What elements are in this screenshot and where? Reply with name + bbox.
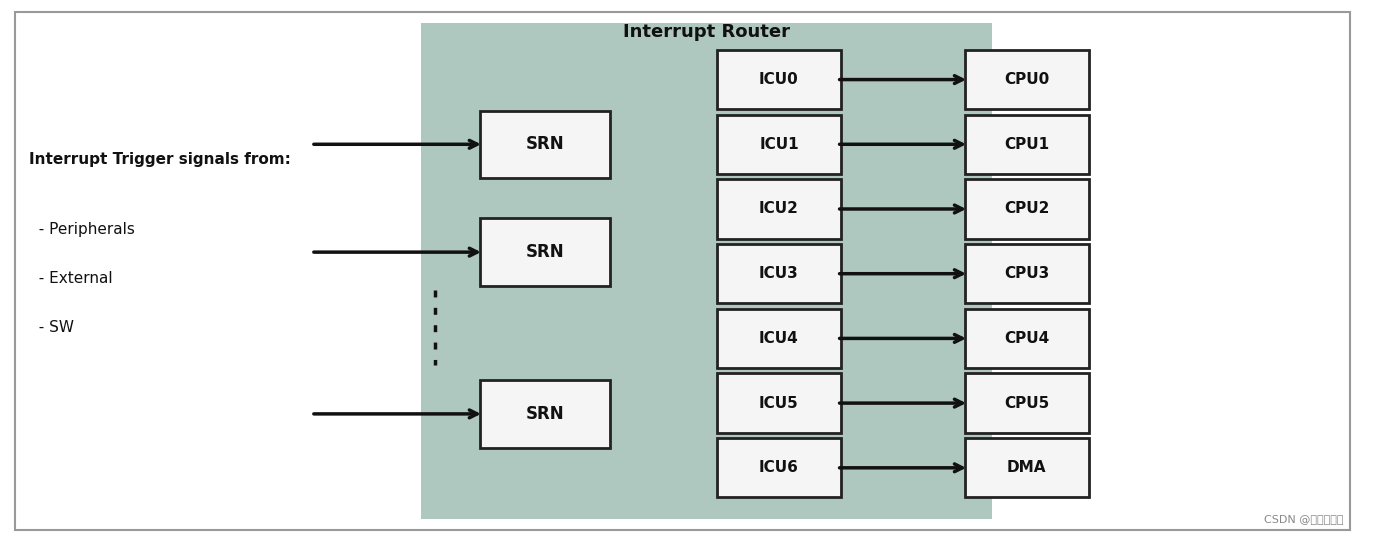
Text: - External: - External [29,271,113,286]
FancyBboxPatch shape [965,438,1088,498]
Text: - SW: - SW [29,320,74,334]
Text: ICU1: ICU1 [760,137,798,152]
FancyBboxPatch shape [965,373,1088,433]
Text: Interrupt Trigger signals from:: Interrupt Trigger signals from: [29,152,291,167]
Text: SRN: SRN [525,243,564,261]
Text: ICU4: ICU4 [758,331,798,346]
FancyBboxPatch shape [480,111,611,178]
FancyBboxPatch shape [965,114,1088,174]
Text: ICU3: ICU3 [758,266,798,281]
Text: ICU5: ICU5 [758,396,798,411]
FancyBboxPatch shape [717,309,841,368]
Text: CPU0: CPU0 [1004,72,1049,87]
Text: DMA: DMA [1007,460,1047,475]
Text: CPU3: CPU3 [1004,266,1049,281]
FancyBboxPatch shape [965,244,1088,304]
Text: CSDN @如烟的温柔: CSDN @如烟的温柔 [1263,514,1343,525]
FancyBboxPatch shape [421,23,993,519]
Text: - Peripherals: - Peripherals [29,222,135,237]
Text: ICU6: ICU6 [758,460,798,475]
FancyBboxPatch shape [717,114,841,174]
Text: ICU0: ICU0 [758,72,798,87]
Text: Interrupt Router: Interrupt Router [623,23,790,41]
FancyBboxPatch shape [717,179,841,238]
Text: ICU2: ICU2 [758,202,798,216]
FancyBboxPatch shape [480,380,611,448]
FancyBboxPatch shape [15,12,1350,530]
FancyBboxPatch shape [717,50,841,109]
Text: CPU4: CPU4 [1004,331,1049,346]
FancyBboxPatch shape [965,50,1088,109]
Text: CPU2: CPU2 [1004,202,1049,216]
FancyBboxPatch shape [717,438,841,498]
FancyBboxPatch shape [965,309,1088,368]
FancyBboxPatch shape [965,179,1088,238]
Text: CPU5: CPU5 [1004,396,1049,411]
FancyBboxPatch shape [717,244,841,304]
Text: CPU1: CPU1 [1004,137,1049,152]
FancyBboxPatch shape [480,218,611,286]
FancyBboxPatch shape [717,373,841,433]
Text: SRN: SRN [525,405,564,423]
Text: SRN: SRN [525,136,564,153]
